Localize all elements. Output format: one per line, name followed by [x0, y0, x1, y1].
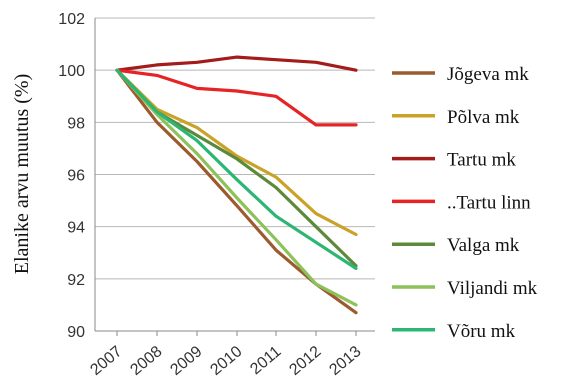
grid-lines — [95, 17, 375, 280]
x-tick-label: 2009 — [167, 343, 205, 379]
legend-label: Valga mk — [447, 235, 520, 256]
series-line-4 — [115, 68, 358, 268]
legend-label: Jõgeva mk — [447, 64, 529, 85]
x-tick-label: 2007 — [87, 343, 125, 379]
x-tick-label: 2010 — [207, 343, 245, 379]
x-tick-label: 2011 — [247, 343, 284, 378]
y-tick-label: 98 — [67, 115, 85, 132]
y-axis-label: Elanike arvu muutus (%) — [11, 74, 33, 275]
y-tick-label: 96 — [67, 168, 85, 185]
y-tick-label: 102 — [58, 11, 85, 28]
y-tick-label: 90 — [67, 324, 85, 341]
series-line-2 — [115, 55, 358, 72]
legend-label: Võru mk — [447, 321, 516, 342]
series-line-5 — [115, 68, 358, 307]
y-tick-label: 94 — [67, 220, 85, 237]
legend-label: Tartu mk — [447, 150, 516, 171]
legend: Jõgeva mk Põlva mk Tartu mk ..Tartu linn Val… — [392, 64, 538, 342]
series-lines — [115, 55, 358, 315]
x-tick-label: 2008 — [127, 343, 165, 379]
series-line-1 — [115, 68, 358, 237]
legend-label: ..Tartu linn — [447, 192, 531, 213]
legend-label: Põlva mk — [447, 107, 520, 128]
x-tick-labels: 2007 2008 2009 2010 2011 2012 2013 — [87, 331, 365, 379]
x-tick-label: 2012 — [286, 343, 324, 379]
y-tick-label: 100 — [58, 63, 85, 80]
legend-label: Viljandi mk — [447, 278, 538, 299]
y-tick-label: 92 — [67, 272, 85, 289]
x-tick-label: 2013 — [326, 343, 364, 379]
y-tick-labels: 90 92 94 96 98 100 102 — [58, 11, 85, 341]
series-line-3 — [115, 68, 358, 127]
series-line-6 — [115, 68, 358, 270]
